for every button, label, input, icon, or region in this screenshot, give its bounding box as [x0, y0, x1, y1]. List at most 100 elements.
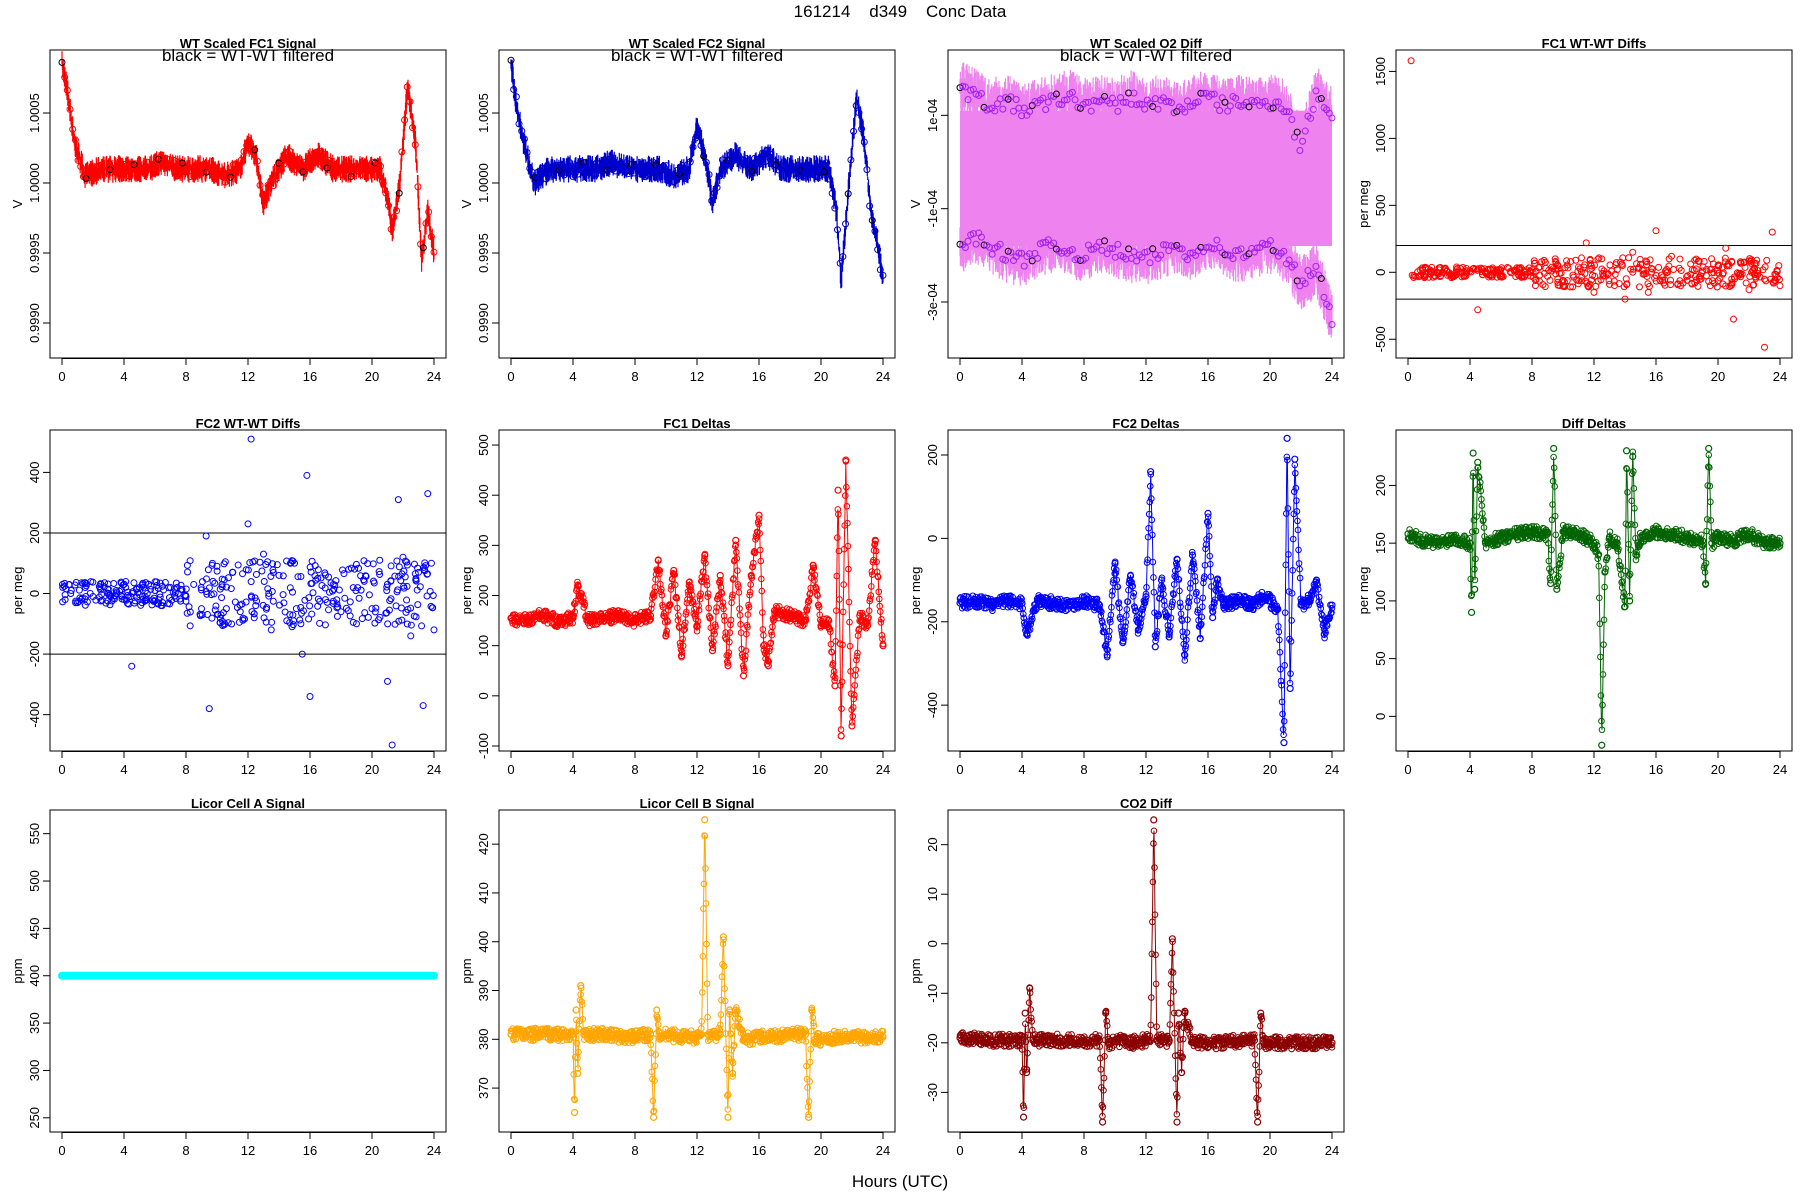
- data-point: [1054, 595, 1062, 603]
- data-point: [1613, 539, 1621, 547]
- data-point: [406, 98, 414, 106]
- x-tick-label: 8: [631, 369, 638, 384]
- data-point: [758, 587, 766, 595]
- data-point: [1407, 57, 1415, 65]
- data-point: [1328, 609, 1335, 616]
- x-tick-label: 4: [569, 369, 576, 384]
- data-point: [956, 599, 964, 607]
- data-point: [863, 1033, 872, 1041]
- data-point: [1201, 573, 1208, 580]
- x-tick-label: 4: [1466, 762, 1473, 777]
- data-point: [731, 1015, 739, 1022]
- data-point: [1667, 276, 1675, 284]
- data-point: [81, 579, 89, 587]
- data-point: [306, 602, 314, 610]
- data-point: [1218, 590, 1225, 598]
- y-tick-label: 200: [925, 444, 940, 466]
- data-point: [69, 125, 77, 133]
- x-tick-label: 24: [876, 1143, 890, 1158]
- data-point: [877, 608, 884, 615]
- data-point: [260, 614, 268, 622]
- data-point: [355, 594, 363, 602]
- data-point: [590, 170, 598, 178]
- data-point: [1285, 256, 1293, 264]
- x-tick-label: 8: [1528, 369, 1535, 384]
- data-point: [581, 598, 588, 606]
- data-point: [346, 598, 354, 606]
- data-point: [1459, 263, 1467, 271]
- data-point: [1476, 479, 1484, 486]
- data-point: [1699, 542, 1707, 549]
- data-point: [1167, 614, 1175, 622]
- data-point: [1279, 710, 1286, 718]
- data-point: [804, 1084, 811, 1091]
- y-tick-label: 500: [1373, 194, 1388, 216]
- data-point: [723, 1066, 731, 1074]
- data-point: [1676, 277, 1684, 285]
- data-point: [646, 1034, 654, 1042]
- data-point: [1193, 597, 1201, 604]
- data-point: [522, 1030, 531, 1039]
- data-point: [183, 609, 191, 617]
- data-point: [651, 1077, 658, 1084]
- data-point: [1103, 651, 1111, 659]
- y-tick-label: 300: [476, 535, 491, 557]
- data-point: [507, 56, 515, 64]
- data-point: [423, 592, 431, 600]
- x-tick-label: 0: [507, 369, 514, 384]
- data-point: [809, 167, 817, 175]
- data-point: [683, 608, 690, 616]
- data-point: [1719, 280, 1727, 288]
- data-point: [650, 593, 658, 600]
- data-point: [1317, 95, 1325, 103]
- data-point: [647, 605, 655, 613]
- data-point: [579, 1015, 587, 1023]
- data-point: [407, 632, 415, 640]
- data-point: [575, 1048, 582, 1056]
- data-point: [704, 590, 712, 597]
- data-point: [773, 1038, 781, 1046]
- data-point: [1740, 258, 1748, 266]
- data-point: [1590, 288, 1598, 296]
- plot-area: [507, 56, 887, 289]
- data-point: [1114, 583, 1122, 591]
- data-point: [382, 189, 390, 197]
- data-point: [371, 608, 379, 616]
- data-point: [1664, 525, 1671, 532]
- data-point: [847, 156, 855, 164]
- data-point: [1018, 249, 1026, 257]
- data-point: [868, 583, 875, 590]
- data-point: [152, 166, 160, 174]
- data-point: [1125, 586, 1132, 594]
- data-point: [1528, 528, 1536, 536]
- data-point: [1535, 264, 1543, 272]
- chart-annotation: black = WT-WT filtered: [1060, 46, 1232, 65]
- data-point: [393, 557, 401, 565]
- data-point: [837, 726, 845, 733]
- data-point: [574, 578, 581, 586]
- data-point: [581, 601, 589, 609]
- data-point: [1328, 320, 1336, 328]
- data-point: [1474, 458, 1482, 466]
- data-point: [871, 227, 879, 235]
- data-point: [1309, 105, 1317, 113]
- data-point: [177, 581, 185, 589]
- data-point: [745, 604, 753, 611]
- data-point: [631, 1033, 639, 1041]
- data-point: [573, 1039, 581, 1047]
- data-point: [1547, 576, 1554, 584]
- data-point: [279, 591, 287, 599]
- data-point: [1610, 277, 1618, 285]
- data-point: [1554, 281, 1562, 289]
- data-point: [1142, 590, 1150, 598]
- data-point: [1700, 257, 1708, 265]
- data-point: [1598, 717, 1605, 725]
- data-point: [96, 584, 104, 592]
- data-point: [823, 159, 831, 167]
- data-point: [286, 584, 294, 592]
- y-tick-label: 390: [476, 980, 491, 1002]
- data-point: [427, 602, 435, 610]
- data-point: [1325, 303, 1333, 311]
- data-point: [212, 602, 220, 610]
- data-point: [352, 560, 360, 568]
